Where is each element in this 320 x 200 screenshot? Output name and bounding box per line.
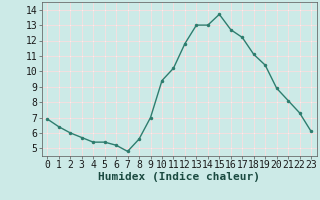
X-axis label: Humidex (Indice chaleur): Humidex (Indice chaleur) <box>98 172 260 182</box>
